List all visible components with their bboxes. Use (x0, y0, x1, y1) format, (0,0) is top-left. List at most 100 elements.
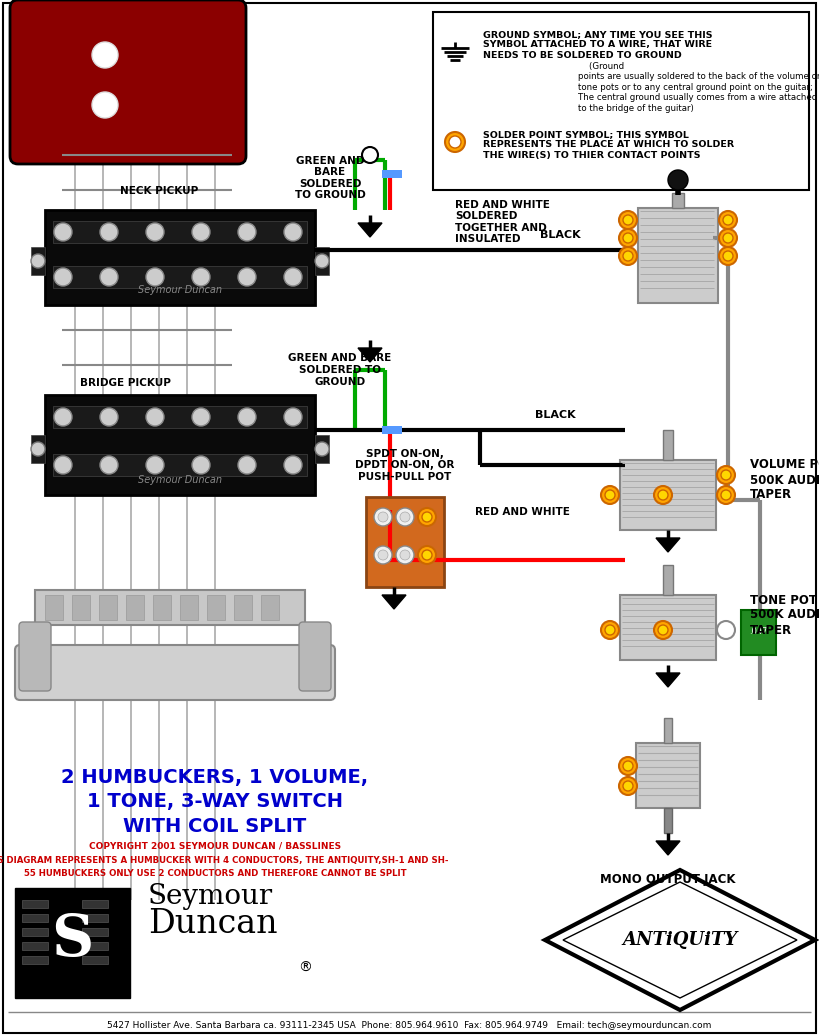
FancyBboxPatch shape (15, 645, 335, 700)
Bar (45, 395, 315, 495)
Circle shape (100, 456, 118, 474)
Circle shape (238, 408, 256, 426)
Text: SOLDER POINT SYMBOL; THIS SYMBOL
REPRESENTS THE PLACE AT WHICH TO SOLDER
THE WIR: SOLDER POINT SYMBOL; THIS SYMBOL REPRESE… (483, 130, 734, 160)
Circle shape (54, 408, 72, 426)
Bar (153, 595, 171, 620)
Text: S: S (51, 912, 93, 968)
Circle shape (400, 512, 410, 522)
Text: COPYRIGHT 2001 SEYMOUR DUNCAN / BASSLINES: COPYRIGHT 2001 SEYMOUR DUNCAN / BASSLINE… (89, 841, 341, 851)
Text: SPDT ON-ON,
DPDT ON-ON, OR
PUSH-PULL POT: SPDT ON-ON, DPDT ON-ON, OR PUSH-PULL POT (355, 449, 455, 482)
Circle shape (601, 486, 619, 503)
Circle shape (192, 268, 210, 286)
Bar (126, 595, 144, 620)
Bar (22, 900, 48, 908)
Bar (672, 193, 684, 208)
Circle shape (418, 508, 436, 526)
Circle shape (445, 132, 465, 152)
Circle shape (284, 268, 302, 286)
Bar (53, 406, 307, 428)
Text: GROUND SYMBOL; ANY TIME YOU SEE THIS
SYMBOL ATTACHED TO A WIRE, THAT WIRE
NEEDS : GROUND SYMBOL; ANY TIME YOU SEE THIS SYM… (483, 30, 713, 60)
Circle shape (719, 211, 737, 229)
Circle shape (146, 268, 164, 286)
Bar (45, 595, 63, 620)
Bar (99, 595, 117, 620)
Circle shape (315, 442, 329, 456)
Bar (82, 914, 108, 922)
Circle shape (723, 233, 733, 243)
Text: 55 HUMBUCKERS ONLY USE 2 CONDUCTORS AND THEREFORE CANNOT BE SPLIT: 55 HUMBUCKERS ONLY USE 2 CONDUCTORS AND … (24, 868, 406, 877)
Circle shape (422, 512, 432, 522)
Circle shape (422, 550, 432, 560)
Text: ANTiQUiTY: ANTiQUiTY (622, 931, 738, 949)
Bar (82, 942, 108, 950)
Bar (82, 900, 108, 908)
Bar (82, 956, 108, 965)
Bar (261, 595, 279, 620)
Bar (53, 221, 307, 243)
Bar (45, 210, 315, 305)
Bar (53, 454, 307, 476)
Text: Seymour Duncan: Seymour Duncan (138, 474, 222, 485)
Bar (366, 497, 444, 587)
Circle shape (717, 466, 735, 484)
Text: 5427 Hollister Ave. Santa Barbara ca. 93111-2345 USA  Phone: 805.964.9610  Fax: : 5427 Hollister Ave. Santa Barbara ca. 93… (106, 1020, 711, 1030)
Polygon shape (545, 870, 815, 1010)
Bar (207, 595, 225, 620)
Circle shape (374, 546, 392, 564)
Circle shape (54, 268, 72, 286)
Bar (638, 208, 718, 303)
Circle shape (422, 550, 432, 560)
Polygon shape (563, 882, 797, 998)
Text: Duncan: Duncan (148, 908, 278, 940)
Circle shape (378, 512, 388, 522)
Text: 1 TONE, 3-WAY SWITCH: 1 TONE, 3-WAY SWITCH (87, 793, 343, 811)
Bar (234, 595, 252, 620)
Bar (636, 743, 700, 808)
Polygon shape (382, 595, 406, 609)
Text: WITH COIL SPLIT: WITH COIL SPLIT (124, 816, 306, 835)
Circle shape (54, 223, 72, 241)
Text: NECK PICKUP: NECK PICKUP (120, 186, 198, 196)
Bar (22, 956, 48, 965)
Bar (620, 460, 716, 530)
Text: BLACK: BLACK (540, 230, 581, 240)
Circle shape (396, 546, 414, 564)
Text: THIS DIAGRAM REPRESENTS A HUMBUCKER WITH 4 CONDUCTORS, THE ANTIQUITY,SH-1 AND SH: THIS DIAGRAM REPRESENTS A HUMBUCKER WITH… (0, 856, 449, 864)
Circle shape (619, 777, 637, 795)
Circle shape (284, 223, 302, 241)
Circle shape (719, 229, 737, 247)
Circle shape (658, 490, 668, 500)
Circle shape (623, 761, 633, 771)
Circle shape (619, 211, 637, 229)
FancyBboxPatch shape (19, 622, 51, 691)
Circle shape (717, 486, 735, 503)
Circle shape (146, 408, 164, 426)
Polygon shape (358, 223, 382, 237)
Circle shape (723, 251, 733, 261)
Circle shape (418, 508, 436, 526)
Bar (663, 565, 673, 595)
Circle shape (623, 251, 633, 261)
Circle shape (619, 229, 637, 247)
Circle shape (315, 254, 329, 268)
FancyBboxPatch shape (10, 0, 246, 164)
Text: RED AND WHITE: RED AND WHITE (475, 507, 570, 517)
Bar (53, 266, 307, 288)
Circle shape (449, 136, 461, 148)
Text: GREEN AND
BARE
SOLDERED
TO GROUND: GREEN AND BARE SOLDERED TO GROUND (295, 155, 365, 200)
Circle shape (721, 490, 731, 500)
Circle shape (284, 408, 302, 426)
Bar (22, 942, 48, 950)
Text: BLACK: BLACK (535, 410, 575, 420)
Circle shape (717, 621, 735, 639)
Text: VOLUME POT
500K AUDIO
TAPER: VOLUME POT 500K AUDIO TAPER (750, 459, 819, 501)
Circle shape (192, 408, 210, 426)
Bar (663, 430, 673, 460)
Circle shape (284, 456, 302, 474)
Bar (31, 247, 45, 275)
Bar (35, 589, 305, 625)
Circle shape (605, 625, 615, 635)
Text: TONE POT
500K AUDIO
TAPER: TONE POT 500K AUDIO TAPER (750, 594, 819, 636)
Circle shape (723, 215, 733, 225)
Circle shape (654, 486, 672, 503)
